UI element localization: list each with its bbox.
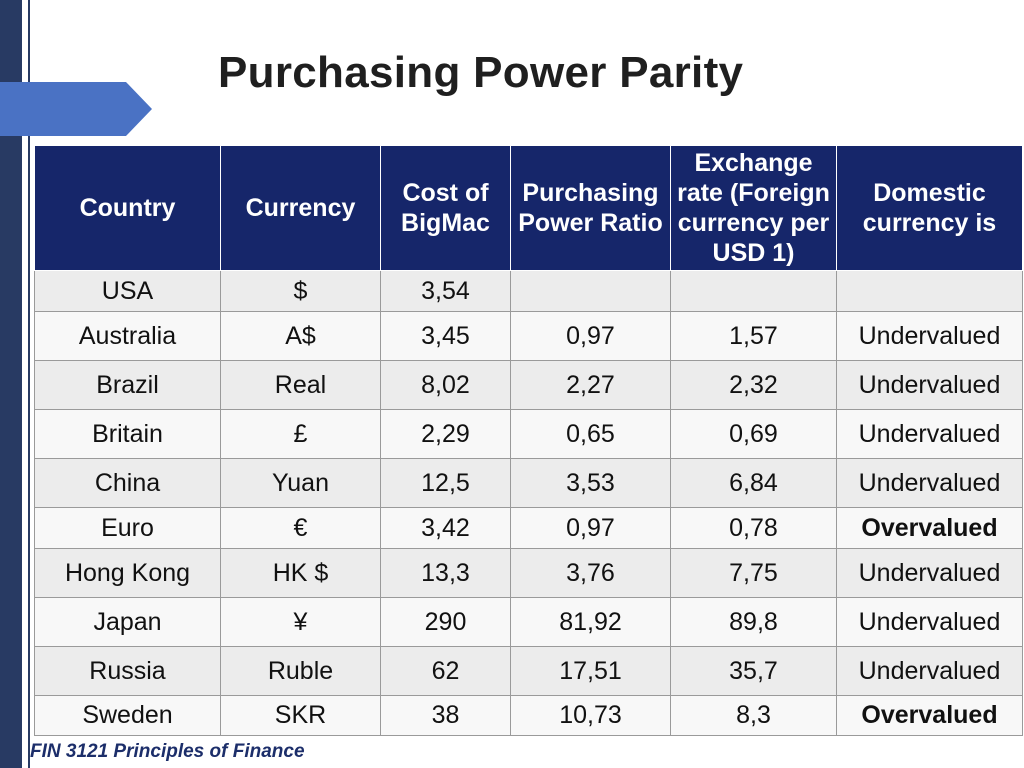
cell-exchange-rate: 0,78 xyxy=(670,507,837,549)
header-cost-of-bigmac: Cost of BigMac xyxy=(380,145,511,271)
cell-cost: 12,5 xyxy=(380,458,511,508)
cell-ratio: 17,51 xyxy=(510,646,671,696)
cell-ratio: 3,53 xyxy=(510,458,671,508)
cell-ratio: 81,92 xyxy=(510,597,671,647)
table-row: Sweden SKR 38 10,73 8,3 Overvalued xyxy=(34,695,1023,736)
header-exchange-rate: Exchange rate (Foreign currency per USD … xyxy=(670,145,837,271)
cell-currency: HK $ xyxy=(220,548,381,598)
cell-country: Japan xyxy=(34,597,221,647)
ppp-table: Country Currency Cost of BigMac Purchasi… xyxy=(34,145,1023,736)
cell-exchange-rate: 0,69 xyxy=(670,409,837,459)
cell-ratio: 0,65 xyxy=(510,409,671,459)
cell-country: China xyxy=(34,458,221,508)
table-row: Britain £ 2,29 0,65 0,69 Undervalued xyxy=(34,409,1023,459)
cell-country: Australia xyxy=(34,311,221,361)
cell-valuation: Undervalued xyxy=(836,646,1023,696)
header-purchasing-power-ratio: Purchasing Power Ratio xyxy=(510,145,671,271)
cell-cost: 290 xyxy=(380,597,511,647)
cell-currency: ¥ xyxy=(220,597,381,647)
cell-ratio: 2,27 xyxy=(510,360,671,410)
cell-country: USA xyxy=(34,270,221,312)
cell-cost: 3,42 xyxy=(380,507,511,549)
cell-valuation: Undervalued xyxy=(836,597,1023,647)
cell-currency: £ xyxy=(220,409,381,459)
arrow-decoration-icon xyxy=(0,82,152,136)
cell-country: Sweden xyxy=(34,695,221,736)
cell-country: Hong Kong xyxy=(34,548,221,598)
cell-ratio: 0,97 xyxy=(510,311,671,361)
footer-course-label: FIN 3121 Principles of Finance xyxy=(30,741,305,762)
cell-cost: 2,29 xyxy=(380,409,511,459)
table-row: Russia Ruble 62 17,51 35,7 Undervalued xyxy=(34,646,1023,696)
cell-ratio: 0,97 xyxy=(510,507,671,549)
cell-cost: 13,3 xyxy=(380,548,511,598)
cell-exchange-rate: 7,75 xyxy=(670,548,837,598)
cell-currency: Real xyxy=(220,360,381,410)
table-row: Australia A$ 3,45 0,97 1,57 Undervalued xyxy=(34,311,1023,361)
cell-valuation: Undervalued xyxy=(836,548,1023,598)
cell-valuation xyxy=(836,270,1023,312)
sidebar-decoration xyxy=(0,0,22,768)
header-currency: Currency xyxy=(220,145,381,271)
cell-exchange-rate: 1,57 xyxy=(670,311,837,361)
cell-valuation: Overvalued xyxy=(836,695,1023,736)
cell-valuation: Undervalued xyxy=(836,458,1023,508)
cell-exchange-rate: 2,32 xyxy=(670,360,837,410)
cell-currency: $ xyxy=(220,270,381,312)
table-row: Hong Kong HK $ 13,3 3,76 7,75 Undervalue… xyxy=(34,548,1023,598)
table-row: Japan ¥ 290 81,92 89,8 Undervalued xyxy=(34,597,1023,647)
slide-title: Purchasing Power Parity xyxy=(218,48,744,97)
cell-currency: A$ xyxy=(220,311,381,361)
cell-valuation: Undervalued xyxy=(836,360,1023,410)
table-row: China Yuan 12,5 3,53 6,84 Undervalued xyxy=(34,458,1023,508)
cell-cost: 62 xyxy=(380,646,511,696)
cell-ratio xyxy=(510,270,671,312)
cell-valuation: Undervalued xyxy=(836,409,1023,459)
cell-exchange-rate: 8,3 xyxy=(670,695,837,736)
cell-country: Russia xyxy=(34,646,221,696)
cell-exchange-rate: 35,7 xyxy=(670,646,837,696)
cell-country: Brazil xyxy=(34,360,221,410)
cell-ratio: 3,76 xyxy=(510,548,671,598)
cell-ratio: 10,73 xyxy=(510,695,671,736)
table-header-row: Country Currency Cost of BigMac Purchasi… xyxy=(34,145,1023,271)
cell-valuation: Undervalued xyxy=(836,311,1023,361)
cell-cost: 8,02 xyxy=(380,360,511,410)
cell-exchange-rate: 6,84 xyxy=(670,458,837,508)
table-row: Brazil Real 8,02 2,27 2,32 Undervalued xyxy=(34,360,1023,410)
cell-currency: € xyxy=(220,507,381,549)
cell-cost: 38 xyxy=(380,695,511,736)
cell-exchange-rate xyxy=(670,270,837,312)
cell-currency: SKR xyxy=(220,695,381,736)
cell-currency: Ruble xyxy=(220,646,381,696)
header-domestic-currency: Domestic currency is xyxy=(836,145,1023,271)
cell-currency: Yuan xyxy=(220,458,381,508)
cell-country: Euro xyxy=(34,507,221,549)
table-row: Euro € 3,42 0,97 0,78 Overvalued xyxy=(34,507,1023,549)
cell-country: Britain xyxy=(34,409,221,459)
cell-valuation: Overvalued xyxy=(836,507,1023,549)
header-country: Country xyxy=(34,145,221,271)
cell-exchange-rate: 89,8 xyxy=(670,597,837,647)
cell-cost: 3,54 xyxy=(380,270,511,312)
table-row: USA $ 3,54 xyxy=(34,270,1023,312)
sidebar-line-decoration xyxy=(28,0,30,768)
cell-cost: 3,45 xyxy=(380,311,511,361)
